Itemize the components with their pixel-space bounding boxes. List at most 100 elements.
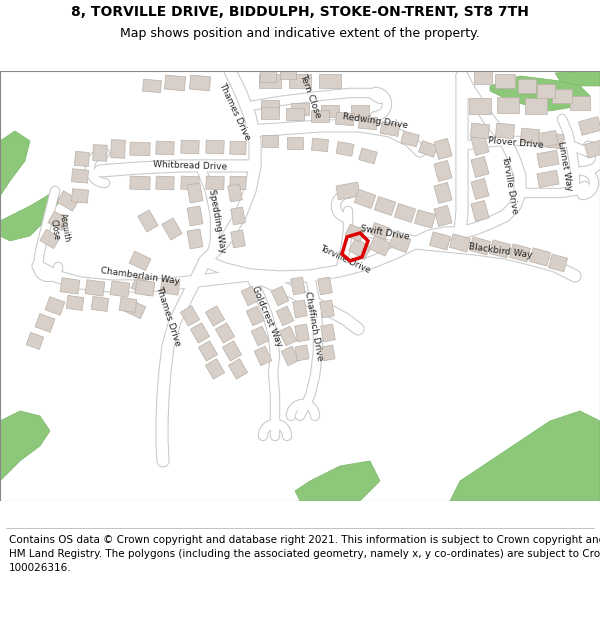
Bar: [119, 298, 137, 312]
Bar: [497, 97, 519, 113]
Bar: [164, 75, 185, 91]
Text: Plover Drive: Plover Drive: [488, 136, 544, 150]
Text: Contains OS data © Crown copyright and database right 2021. This information is : Contains OS data © Crown copyright and d…: [9, 535, 600, 573]
Bar: [449, 234, 470, 252]
Bar: [518, 79, 536, 93]
Bar: [187, 206, 203, 226]
Bar: [469, 237, 491, 255]
Text: Spedding Way: Spedding Way: [207, 188, 227, 254]
Text: Thames Drive: Thames Drive: [218, 81, 253, 141]
Bar: [281, 346, 299, 366]
Polygon shape: [555, 71, 600, 86]
Text: Whitbread Drive: Whitbread Drive: [153, 160, 227, 172]
Bar: [138, 210, 158, 232]
Bar: [205, 306, 224, 326]
Bar: [394, 204, 416, 222]
Bar: [578, 117, 600, 135]
Bar: [246, 306, 264, 326]
Bar: [66, 296, 84, 311]
Bar: [547, 133, 563, 149]
Bar: [570, 96, 590, 110]
Bar: [135, 280, 155, 296]
Bar: [187, 183, 203, 203]
Bar: [130, 142, 150, 156]
Bar: [276, 306, 294, 326]
Bar: [205, 359, 224, 379]
Bar: [231, 207, 245, 225]
Bar: [351, 105, 369, 117]
Bar: [71, 189, 89, 203]
Bar: [354, 189, 376, 209]
Text: Linnet Way: Linnet Way: [556, 141, 574, 191]
Bar: [74, 151, 89, 166]
Bar: [291, 103, 309, 115]
Bar: [199, 341, 218, 361]
Bar: [469, 98, 491, 114]
Bar: [143, 79, 161, 92]
Bar: [293, 300, 307, 318]
Bar: [335, 112, 355, 126]
Polygon shape: [450, 411, 600, 501]
Text: Goldcrest Way: Goldcrest Way: [250, 284, 284, 348]
Bar: [470, 123, 490, 139]
Bar: [26, 332, 44, 349]
Bar: [124, 299, 146, 319]
Bar: [537, 150, 559, 168]
Bar: [131, 276, 153, 296]
Bar: [190, 75, 211, 91]
Bar: [311, 138, 328, 152]
Bar: [251, 326, 269, 346]
Bar: [434, 161, 452, 181]
Bar: [369, 236, 391, 256]
Bar: [160, 279, 180, 295]
Bar: [45, 297, 65, 315]
Bar: [434, 138, 452, 159]
Bar: [537, 84, 555, 98]
Bar: [415, 210, 436, 228]
Bar: [548, 254, 568, 272]
Text: Torville Drive: Torville Drive: [500, 155, 520, 215]
Bar: [291, 277, 305, 295]
Bar: [40, 229, 60, 249]
Bar: [529, 248, 551, 266]
Bar: [295, 345, 309, 361]
Bar: [93, 145, 107, 161]
Bar: [430, 232, 451, 250]
Bar: [537, 170, 559, 187]
Bar: [538, 131, 558, 148]
Bar: [230, 141, 246, 155]
Bar: [286, 108, 304, 120]
Text: Torville Drive: Torville Drive: [318, 243, 372, 274]
Bar: [495, 74, 515, 88]
Bar: [261, 107, 279, 119]
Text: Redwing Drive: Redwing Drive: [342, 112, 408, 130]
Bar: [230, 176, 246, 190]
Polygon shape: [0, 191, 60, 241]
Text: Thames Drive: Thames Drive: [154, 285, 182, 347]
Bar: [60, 278, 80, 294]
Bar: [311, 110, 329, 122]
Bar: [295, 324, 309, 342]
Polygon shape: [0, 131, 30, 201]
Bar: [471, 178, 489, 199]
Text: Blackbird Way: Blackbird Way: [467, 242, 532, 260]
Bar: [48, 211, 68, 231]
Bar: [254, 346, 272, 366]
Bar: [474, 70, 492, 84]
Bar: [321, 345, 335, 361]
Bar: [374, 196, 396, 216]
Bar: [287, 137, 303, 149]
Text: Tern Close: Tern Close: [298, 72, 322, 119]
Bar: [509, 244, 530, 262]
Bar: [336, 142, 354, 156]
Bar: [359, 148, 377, 164]
Bar: [319, 74, 341, 88]
Bar: [321, 105, 339, 117]
Bar: [215, 322, 235, 343]
Bar: [389, 233, 411, 253]
Bar: [57, 191, 79, 211]
Bar: [525, 98, 547, 114]
Bar: [260, 70, 276, 82]
Bar: [187, 229, 203, 249]
Bar: [520, 128, 539, 144]
